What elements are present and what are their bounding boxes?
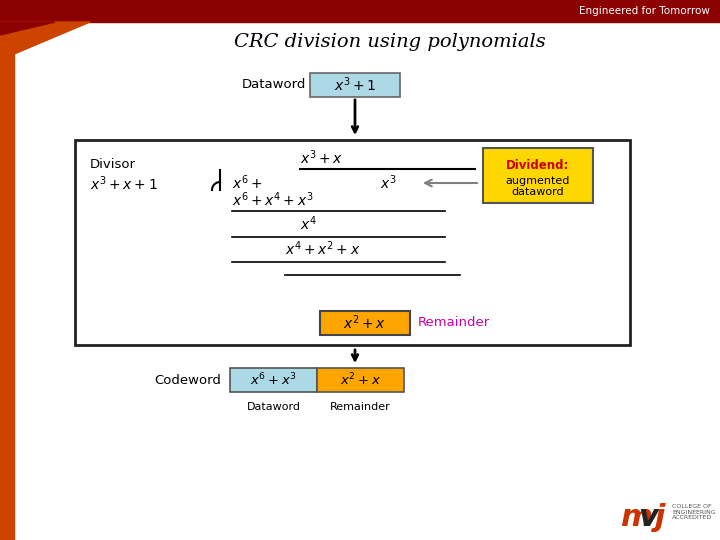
FancyBboxPatch shape [317,368,404,392]
Text: $x^6 + x^3$: $x^6 + x^3$ [250,372,297,388]
Text: $x^3 + x + 1$: $x^3 + x + 1$ [90,175,158,193]
Text: $x^2 + x$: $x^2 + x$ [340,372,381,388]
FancyBboxPatch shape [320,311,410,335]
Text: $x^4 + x^2 + x$: $x^4 + x^2 + x$ [285,240,361,258]
Text: Divisor: Divisor [90,159,136,172]
Text: COLLEGE OF
ENGINEERING
ACCREDITED: COLLEGE OF ENGINEERING ACCREDITED [672,504,716,521]
Text: Remainder: Remainder [330,402,391,412]
Text: Dataword: Dataword [246,402,300,412]
FancyBboxPatch shape [230,368,317,392]
Text: j: j [655,503,665,532]
Text: CRC division using polynomials: CRC division using polynomials [234,33,546,51]
Text: $x^6 + x^4 + x^3$: $x^6 + x^4 + x^3$ [232,191,313,210]
Text: augmented
dataword: augmented dataword [506,176,570,197]
Bar [0,0,720,22]
Text: $x^4$: $x^4$ [300,215,317,233]
Text: m: m [620,503,652,532]
Text: $x^3 + 1$: $x^3 + 1$ [334,76,377,94]
Text: Dataword: Dataword [242,78,306,91]
Text: Remainder: Remainder [418,316,490,329]
Text: $x^6 +$: $x^6 +$ [232,174,263,192]
FancyBboxPatch shape [483,148,593,203]
FancyBboxPatch shape [75,140,630,345]
Text: v: v [638,503,658,532]
Bar [0,22,14,540]
Polygon shape [0,22,55,35]
Text: Dividend:: Dividend: [506,159,570,172]
Text: Codeword: Codeword [154,374,221,387]
Text: $x^3$: $x^3$ [380,174,397,192]
FancyBboxPatch shape [310,73,400,97]
Text: $x^2 + x$: $x^2 + x$ [343,314,387,332]
Polygon shape [0,22,90,60]
Text: Engineered for Tomorrow: Engineered for Tomorrow [579,6,710,16]
Text: $x^3 + x$: $x^3 + x$ [300,148,343,167]
